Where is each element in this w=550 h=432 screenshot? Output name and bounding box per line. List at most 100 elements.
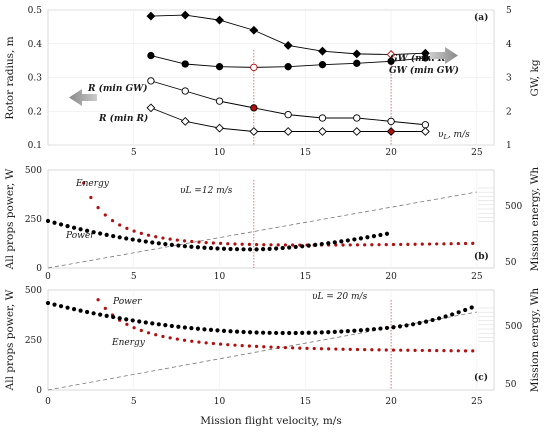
energy-point bbox=[254, 344, 259, 349]
power-point bbox=[78, 308, 83, 313]
energy-point bbox=[182, 239, 187, 243]
power-point bbox=[208, 246, 214, 251]
energy-point bbox=[355, 347, 360, 352]
energy-point bbox=[442, 242, 446, 246]
power-point bbox=[189, 244, 194, 249]
energy-point bbox=[449, 242, 453, 246]
power-point bbox=[91, 311, 96, 316]
energy-point bbox=[96, 206, 100, 210]
xtick-label: 0 bbox=[45, 272, 51, 282]
energy-point bbox=[146, 331, 151, 335]
power-point bbox=[391, 325, 396, 330]
energy-point bbox=[118, 223, 122, 227]
panel-b-marks bbox=[45, 180, 477, 269]
energy-point bbox=[348, 243, 352, 247]
data-point-diamond bbox=[146, 103, 156, 113]
data-point-diamond bbox=[386, 127, 396, 136]
energy-point bbox=[254, 242, 259, 247]
reference-diagonal bbox=[47, 311, 477, 391]
annot-r-min-r: R (min R) bbox=[98, 113, 148, 124]
xtick-label: 25 bbox=[471, 397, 483, 407]
power-point bbox=[124, 317, 129, 322]
ytick-right-label: 500 bbox=[505, 202, 522, 212]
energy-point bbox=[96, 298, 100, 302]
power-point bbox=[176, 243, 181, 248]
power-point bbox=[371, 234, 377, 239]
data-point-diamond bbox=[180, 10, 190, 20]
power-point bbox=[371, 327, 377, 332]
energy-point bbox=[355, 243, 360, 247]
energy-point bbox=[420, 242, 424, 246]
energy-point bbox=[341, 243, 345, 247]
power-point bbox=[104, 313, 109, 318]
power-point bbox=[326, 241, 331, 246]
energy-point bbox=[384, 348, 388, 352]
power-point bbox=[65, 224, 70, 229]
energy-point bbox=[427, 348, 432, 353]
ylabel-b-right: Mission energy, Wh bbox=[529, 167, 541, 272]
panel-a-ticks: 0.1 1 0.2 2 0.3 3 0.4 4 0.5 5 5 10 15 20 25 bbox=[28, 6, 512, 158]
data-point-circle bbox=[318, 114, 327, 122]
power-point bbox=[169, 323, 174, 329]
data-point-diamond bbox=[352, 49, 362, 59]
xtick-label: 15 bbox=[300, 397, 312, 407]
data-point-diamond bbox=[249, 25, 259, 35]
power-point bbox=[228, 246, 233, 252]
power-point bbox=[202, 245, 207, 250]
energy-point bbox=[391, 348, 396, 352]
data-point-circle bbox=[250, 63, 258, 72]
energy-point bbox=[211, 341, 215, 346]
xtick-label: 0 bbox=[45, 397, 51, 407]
power-point bbox=[221, 328, 227, 333]
power-point bbox=[71, 307, 77, 312]
energy-point bbox=[399, 348, 403, 352]
power-point bbox=[267, 330, 272, 335]
power-point bbox=[287, 245, 292, 250]
power-point bbox=[300, 244, 305, 249]
energy-point bbox=[168, 336, 172, 340]
data-point-circle bbox=[353, 59, 361, 67]
data-point-circle bbox=[250, 104, 258, 112]
power-point bbox=[384, 231, 390, 236]
energy-point bbox=[348, 347, 352, 351]
power-point bbox=[221, 246, 227, 251]
power-point bbox=[365, 327, 370, 332]
energy-point bbox=[146, 233, 151, 237]
energy-point bbox=[363, 348, 367, 352]
ytick-right-label: 1 bbox=[506, 141, 512, 151]
energy-point bbox=[132, 326, 136, 330]
power-point bbox=[450, 312, 455, 317]
energy-point bbox=[435, 242, 439, 246]
power-point bbox=[280, 330, 285, 336]
ylabel-b-left: All props power, W bbox=[4, 168, 16, 270]
energy-point bbox=[103, 306, 107, 310]
power-point bbox=[117, 235, 122, 240]
data-point-diamond bbox=[215, 15, 224, 25]
energy-point bbox=[175, 337, 179, 341]
power-point bbox=[345, 238, 350, 243]
energy-point bbox=[190, 339, 194, 343]
annot-c-energy: Energy bbox=[111, 338, 146, 348]
xtick-label: 5 bbox=[131, 397, 137, 407]
data-point-circle bbox=[353, 114, 361, 122]
energy-point bbox=[240, 242, 244, 246]
power-point bbox=[300, 330, 305, 335]
power-point bbox=[189, 326, 194, 331]
data-point-circle bbox=[147, 77, 155, 85]
power-point bbox=[241, 247, 246, 252]
power-point bbox=[208, 327, 214, 333]
power-point bbox=[241, 329, 246, 335]
power-point bbox=[352, 328, 357, 333]
panel-c-tag: (c) bbox=[474, 372, 488, 383]
ytick-left-label: 0 bbox=[36, 264, 42, 274]
power-point bbox=[150, 321, 155, 326]
energy-point bbox=[175, 238, 179, 242]
power-point bbox=[306, 243, 311, 248]
power-point bbox=[85, 309, 90, 315]
data-point-diamond bbox=[146, 11, 156, 21]
power-point bbox=[176, 324, 181, 329]
power-point bbox=[202, 327, 207, 332]
power-point bbox=[215, 246, 220, 251]
energy-point bbox=[139, 328, 143, 333]
energy-point bbox=[305, 346, 309, 350]
